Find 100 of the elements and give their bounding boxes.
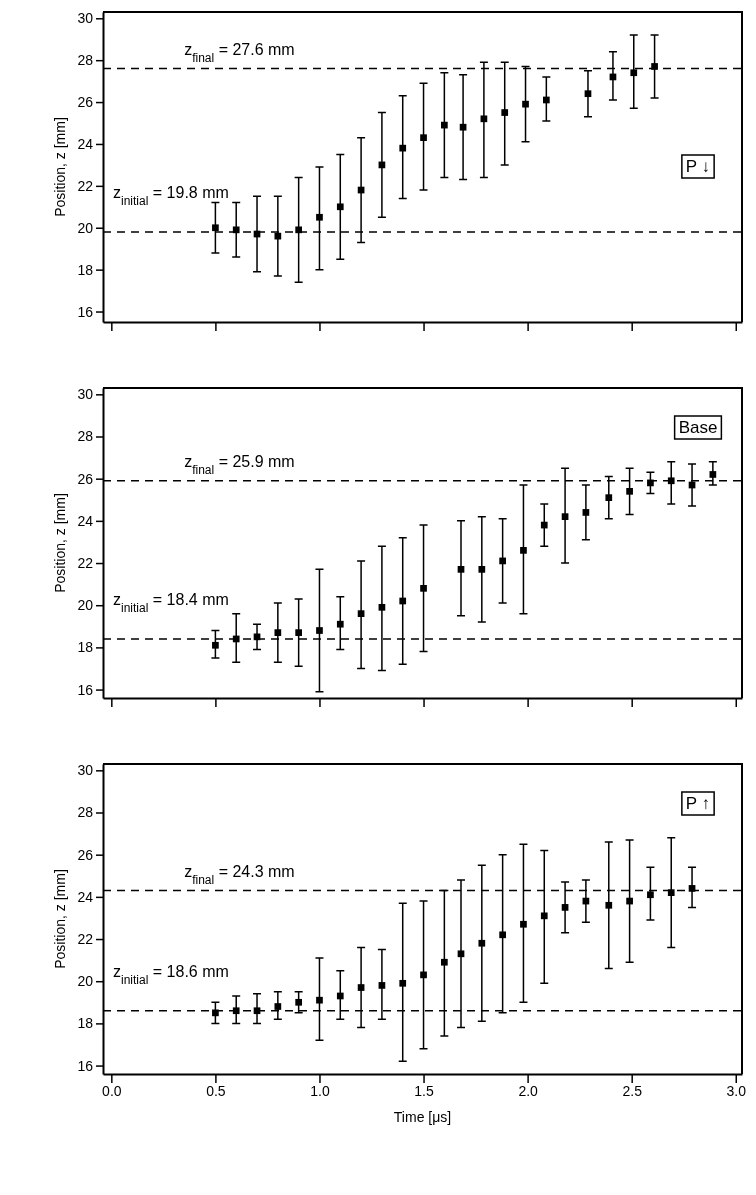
point (253, 1007, 261, 1015)
point (542, 96, 550, 104)
point (420, 134, 427, 142)
point (316, 213, 323, 221)
y-tick-label: 16 (77, 1057, 94, 1074)
point (626, 897, 633, 905)
point (499, 931, 506, 939)
point (232, 1007, 240, 1015)
point (584, 90, 592, 98)
point (561, 513, 569, 520)
x-tick-label: 0.5 (206, 1082, 226, 1099)
x-tick-label: 0.0 (102, 1082, 122, 1099)
y-tick-label: 24 (77, 135, 94, 152)
point (399, 979, 407, 987)
annotation: P ↓ (685, 157, 711, 176)
point (399, 144, 407, 152)
ref-line-label: z$_{final}$ = 25.9 mm (184, 452, 295, 477)
point (295, 998, 303, 1006)
annotation: Base (678, 418, 718, 437)
y-axis-title: Position, z [mm] (52, 117, 68, 217)
point (478, 566, 486, 573)
point (647, 891, 654, 899)
ref-line-label: z$_{final}$ = 24.3 mm (184, 862, 295, 887)
point (478, 939, 486, 947)
point (651, 63, 658, 70)
point (232, 226, 240, 234)
point (378, 982, 386, 989)
y-tick-label: 22 (77, 931, 94, 948)
point (420, 971, 427, 979)
point (520, 920, 527, 928)
point (316, 996, 323, 1004)
point (540, 912, 548, 920)
x-tick-label: 2.5 (622, 1082, 643, 1099)
point (212, 641, 219, 649)
x-tick-label: 1.0 (310, 1082, 330, 1099)
y-tick-label: 30 (77, 10, 94, 27)
y-tick-label: 24 (77, 512, 94, 529)
point (647, 479, 654, 487)
point (295, 226, 303, 234)
point (540, 521, 548, 529)
ref-line-label: z$_{initial}$ = 18.6 mm (113, 962, 229, 987)
point (626, 487, 633, 495)
point (582, 509, 590, 516)
point (561, 904, 569, 911)
point (420, 584, 427, 592)
point (499, 557, 506, 565)
y-tick-label: 30 (77, 762, 94, 779)
point (480, 115, 488, 123)
y-tick-label: 16 (77, 681, 94, 698)
point (457, 566, 465, 573)
y-tick-label: 20 (77, 597, 94, 614)
y-tick-label: 22 (77, 555, 94, 572)
y-tick-label: 28 (77, 52, 94, 69)
y-axis-title: Position, z [mm] (52, 493, 68, 593)
point (212, 224, 219, 232)
point (378, 603, 386, 611)
point (253, 633, 261, 641)
point (457, 950, 465, 958)
point (688, 885, 696, 892)
y-tick-label: 24 (77, 888, 94, 905)
point (459, 123, 467, 131)
point (501, 109, 509, 116)
ref-line-label: z$_{initial}$ = 18.4 mm (113, 590, 229, 615)
point (709, 471, 717, 478)
point (520, 547, 527, 554)
point (441, 958, 448, 966)
point (630, 69, 638, 77)
y-tick-label: 16 (77, 303, 94, 320)
y-tick-label: 28 (77, 804, 94, 821)
point (274, 232, 282, 240)
y-tick-label: 18 (77, 261, 94, 278)
y-tick-label: 20 (77, 219, 94, 236)
point (605, 494, 613, 502)
y-tick-label: 22 (77, 177, 94, 194)
point (399, 597, 407, 605)
y-axis-title: Position, z [mm] (52, 869, 68, 969)
y-tick-label: 26 (77, 846, 94, 863)
point (336, 203, 344, 211)
point (441, 121, 448, 129)
point (274, 629, 282, 636)
y-tick-label: 28 (77, 428, 94, 445)
ref-line-label: z$_{final}$ = 27.6 mm (184, 40, 295, 65)
x-tick-label: 1.5 (414, 1082, 434, 1099)
point (232, 635, 240, 643)
x-tick-label: 3.0 (726, 1082, 747, 1099)
point (667, 477, 675, 485)
x-tick-label: 2.0 (518, 1082, 539, 1099)
y-tick-label: 18 (77, 639, 94, 656)
x-axis-title: Time [μs] (393, 1109, 452, 1125)
annotation: P ↑ (685, 794, 711, 813)
point (667, 889, 675, 896)
point (357, 984, 365, 991)
point (605, 901, 613, 909)
y-tick-label: 26 (77, 94, 94, 111)
point (212, 1009, 219, 1017)
point (316, 627, 323, 634)
point (336, 992, 344, 1000)
y-tick-label: 18 (77, 1015, 94, 1032)
y-tick-label: 30 (77, 386, 94, 403)
ref-line-label: z$_{initial}$ = 19.8 mm (113, 183, 229, 208)
